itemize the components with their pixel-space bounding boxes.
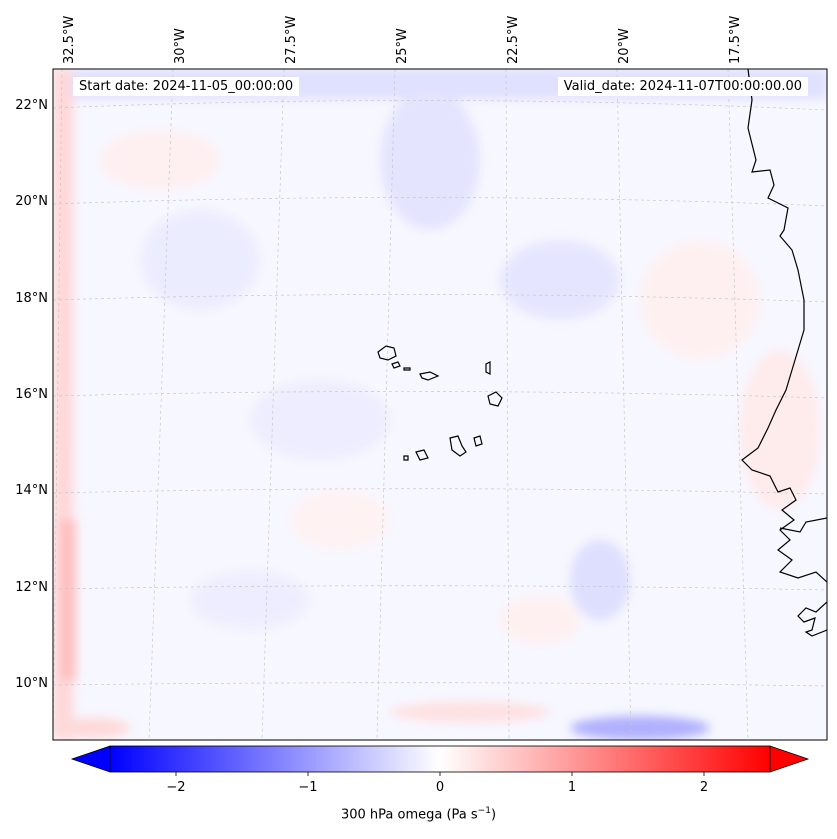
colorbar-tick-label: 0 — [435, 780, 445, 795]
colorbar-tick-label: 2 — [699, 780, 709, 795]
colorbar-ticks — [175, 772, 705, 776]
lat-label-14n: 14°N — [15, 483, 48, 498]
colorbar-title: 300 hPa omega (Pa s−1) — [0, 806, 837, 822]
colorbar-title-exponent: −1 — [477, 806, 491, 816]
map-frame — [52, 68, 828, 741]
colorbar — [70, 745, 810, 776]
colorbar-title-text: 300 hPa omega (Pa s — [340, 807, 478, 823]
colorbar-extend-high — [769, 745, 810, 773]
colorbar-title-close: ) — [490, 807, 497, 823]
colorbar-tick-label: 1 — [567, 780, 577, 795]
lat-label-16n: 16°N — [15, 387, 48, 402]
lat-label-20n: 20°N — [15, 194, 48, 209]
omega-field — [53, 69, 827, 740]
lat-label-18n: 18°N — [15, 291, 48, 306]
colorbar-extend-low — [70, 745, 111, 773]
lat-label-22n: 22°N — [15, 98, 48, 113]
coastline — [741, 69, 827, 637]
colorbar-gradient — [109, 745, 771, 773]
valid-date-label: Valid_date: 2024-11-07T00:00:00.00 — [557, 77, 808, 96]
graticule — [53, 69, 827, 740]
lat-label-12n: 12°N — [15, 580, 48, 595]
start-date-label: Start date: 2024-11-05_00:00:00 — [73, 77, 300, 96]
colorbar-tick-label: −2 — [166, 780, 186, 795]
lat-label-10n: 10°N — [15, 676, 48, 691]
cape-verde-islands — [377, 345, 503, 461]
colorbar-tick-label: −1 — [298, 780, 318, 795]
